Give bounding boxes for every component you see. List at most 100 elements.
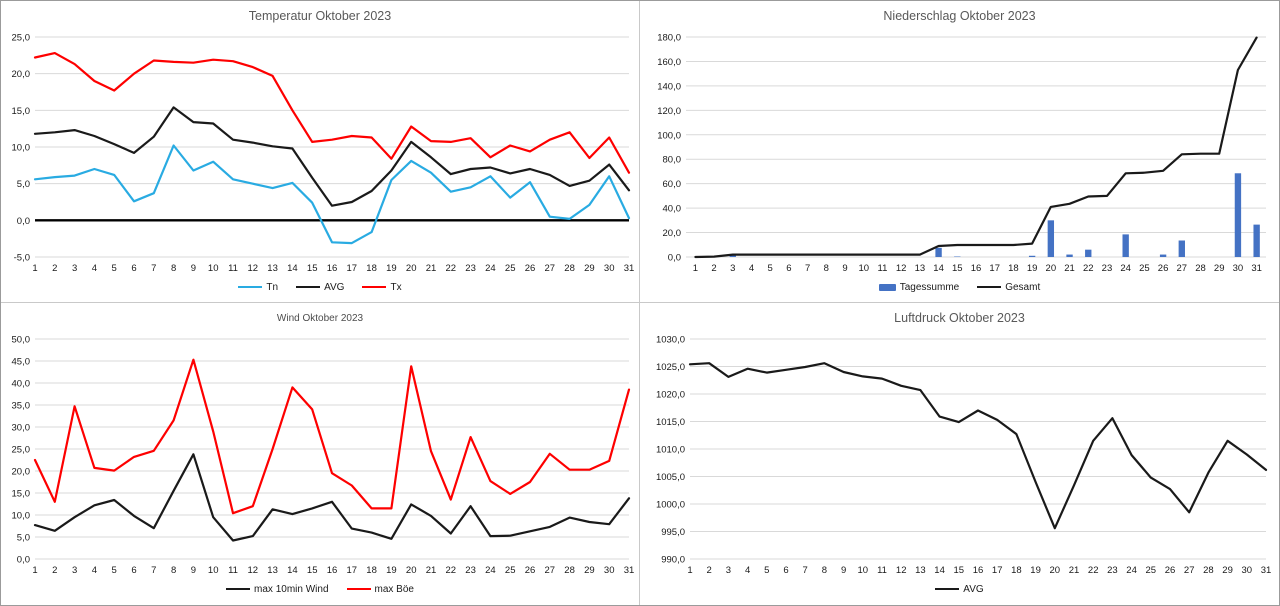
svg-text:160,0: 160,0	[657, 57, 681, 68]
svg-text:990,0: 990,0	[661, 555, 685, 566]
precipitation-chart-plot: 0,0 20,0 40,0 60,0 80,0 100,0 120,0 140,0 160,0 1…	[657, 33, 1266, 274]
svg-text:11: 11	[877, 565, 887, 576]
maxboe-line-swatch	[346, 587, 371, 591]
svg-text:80,0: 80,0	[663, 155, 682, 166]
svg-text:27: 27	[545, 263, 556, 274]
precipitation-chart-title: Niederschlag Oktober 2023	[883, 9, 1036, 23]
svg-text:22: 22	[1088, 565, 1099, 576]
svg-text:6: 6	[783, 565, 788, 576]
svg-text:19: 19	[386, 565, 397, 576]
wind-chart-plot: 0,0 5,0 10,0 15,0 20,0 25,0 30,0 35,0 40,0 45,0 50…	[12, 335, 635, 577]
svg-text:50,0: 50,0	[12, 335, 31, 346]
pressure-legend: AVG	[640, 579, 1279, 599]
svg-text:29: 29	[584, 565, 595, 576]
temperature-chart-plot: -5,00,05,010,015,020,025,01 2 3 4 5 6 7 8 9 10 11 1…	[12, 33, 635, 275]
svg-text:15,0: 15,0	[12, 106, 31, 117]
svg-text:13: 13	[267, 565, 278, 576]
svg-text:15,0: 15,0	[12, 489, 31, 500]
svg-text:60,0: 60,0	[663, 179, 682, 190]
svg-text:10: 10	[208, 565, 219, 576]
svg-text:20: 20	[1046, 263, 1057, 274]
svg-text:12: 12	[248, 263, 259, 274]
svg-text:12: 12	[248, 565, 259, 576]
avg-pressure-line-swatch	[935, 587, 960, 591]
svg-text:5: 5	[112, 263, 117, 274]
svg-text:7: 7	[803, 565, 808, 576]
legend-item-avg: AVG	[296, 282, 344, 293]
svg-text:18: 18	[1008, 263, 1019, 274]
legend-label-tagessumme: Tagessumme	[899, 281, 960, 293]
tx-line-swatch	[362, 285, 387, 289]
svg-text:1000,0: 1000,0	[656, 500, 685, 511]
svg-text:-5,0: -5,0	[14, 253, 30, 264]
svg-text:18: 18	[366, 263, 377, 274]
svg-text:16: 16	[971, 263, 982, 274]
svg-text:15: 15	[307, 565, 318, 576]
temperature-legend: Tn AVG Tx	[1, 277, 639, 297]
svg-text:7: 7	[805, 263, 810, 274]
svg-text:0,0: 0,0	[668, 253, 681, 264]
gesamt-line-swatch	[977, 285, 1002, 289]
svg-text:21: 21	[1069, 565, 1080, 576]
svg-text:30: 30	[1242, 565, 1253, 576]
svg-text:16: 16	[327, 565, 338, 576]
svg-text:8: 8	[824, 263, 829, 274]
legend-item-gesamt: Gesamt	[977, 282, 1040, 293]
svg-text:9: 9	[842, 263, 847, 274]
svg-text:18: 18	[1011, 565, 1022, 576]
svg-text:120,0: 120,0	[657, 106, 681, 117]
svg-text:3: 3	[72, 263, 77, 274]
svg-text:23: 23	[465, 263, 476, 274]
svg-text:4: 4	[92, 263, 97, 274]
svg-text:25: 25	[505, 565, 516, 576]
legend-label-avg: AVG	[324, 281, 345, 293]
svg-text:25: 25	[1139, 263, 1150, 274]
svg-text:4: 4	[92, 565, 97, 576]
legend-item-maxboe: max Böe	[346, 584, 414, 595]
svg-text:13: 13	[915, 263, 926, 274]
svg-text:45,0: 45,0	[12, 357, 31, 368]
legend-item-tagessumme: Tagessumme	[878, 281, 960, 293]
svg-text:17: 17	[347, 565, 358, 576]
svg-text:19: 19	[386, 263, 397, 274]
svg-text:10: 10	[858, 263, 869, 274]
legend-label-avg-pressure: AVG	[963, 583, 984, 595]
svg-text:1: 1	[687, 565, 692, 576]
svg-text:18: 18	[366, 565, 377, 576]
svg-text:10,0: 10,0	[12, 511, 31, 522]
svg-text:0,0: 0,0	[17, 555, 30, 566]
svg-text:7: 7	[151, 565, 156, 576]
svg-text:31: 31	[1251, 263, 1262, 274]
svg-text:16: 16	[327, 263, 338, 274]
legend-item-tx: Tx	[362, 282, 402, 293]
svg-text:26: 26	[1158, 263, 1169, 274]
svg-text:27: 27	[1177, 263, 1188, 274]
wind-chart: Wind Oktober 2023 0,0 5,0 10,0 15,0 20,0 25,0…	[1, 303, 640, 605]
svg-text:7: 7	[151, 263, 156, 274]
svg-text:31: 31	[624, 263, 635, 274]
svg-text:6: 6	[786, 263, 791, 274]
svg-text:30: 30	[1233, 263, 1244, 274]
temperature-chart: Temperatur Oktober 2023 -5,0 0,0 5,0 10,0 15…	[1, 1, 640, 303]
svg-text:20,0: 20,0	[12, 467, 31, 478]
svg-text:11: 11	[228, 565, 238, 576]
pressure-chart-plot: 990,0 995,0 1000,0 1005,0 1010,0 1015,0 1020,0…	[656, 335, 1271, 577]
svg-text:180,0: 180,0	[657, 33, 681, 44]
svg-text:21: 21	[426, 263, 437, 274]
pressure-chart: Luftdruck Oktober 2023 990,0 995,0 1000,0 1…	[640, 303, 1279, 605]
svg-text:2: 2	[52, 565, 57, 576]
svg-text:1: 1	[32, 565, 37, 576]
svg-text:23: 23	[465, 565, 476, 576]
svg-text:19: 19	[1030, 565, 1041, 576]
svg-text:26: 26	[525, 565, 536, 576]
svg-text:3: 3	[726, 565, 731, 576]
legend-label-max10min: max 10min Wind	[254, 583, 329, 595]
svg-text:14: 14	[287, 263, 298, 274]
svg-text:28: 28	[564, 565, 575, 576]
svg-text:5: 5	[112, 565, 117, 576]
tagessumme-bar-swatch	[878, 283, 896, 291]
svg-text:11: 11	[228, 263, 238, 274]
svg-text:24: 24	[1120, 263, 1131, 274]
svg-text:5: 5	[764, 565, 769, 576]
